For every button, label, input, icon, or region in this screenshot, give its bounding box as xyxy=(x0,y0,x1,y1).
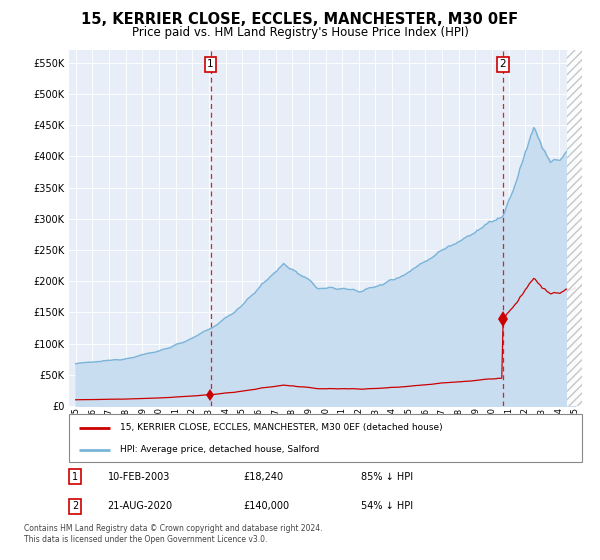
Text: 1: 1 xyxy=(72,472,78,482)
Text: 15, KERRIER CLOSE, ECCLES, MANCHESTER, M30 0EF: 15, KERRIER CLOSE, ECCLES, MANCHESTER, M… xyxy=(82,12,518,27)
Text: 2: 2 xyxy=(72,501,78,511)
Text: Contains HM Land Registry data © Crown copyright and database right 2024.: Contains HM Land Registry data © Crown c… xyxy=(24,524,323,533)
Text: 1: 1 xyxy=(207,59,214,69)
FancyBboxPatch shape xyxy=(69,414,582,462)
Text: £18,240: £18,240 xyxy=(244,472,284,482)
Text: 54% ↓ HPI: 54% ↓ HPI xyxy=(361,501,413,511)
Text: HPI: Average price, detached house, Salford: HPI: Average price, detached house, Salf… xyxy=(121,445,320,454)
Text: 2: 2 xyxy=(500,59,506,69)
Polygon shape xyxy=(567,50,582,406)
Text: 10-FEB-2003: 10-FEB-2003 xyxy=(107,472,170,482)
Text: This data is licensed under the Open Government Licence v3.0.: This data is licensed under the Open Gov… xyxy=(24,535,268,544)
Text: 21-AUG-2020: 21-AUG-2020 xyxy=(107,501,173,511)
Text: 15, KERRIER CLOSE, ECCLES, MANCHESTER, M30 0EF (detached house): 15, KERRIER CLOSE, ECCLES, MANCHESTER, M… xyxy=(121,423,443,432)
Text: 85% ↓ HPI: 85% ↓ HPI xyxy=(361,472,413,482)
Text: Price paid vs. HM Land Registry's House Price Index (HPI): Price paid vs. HM Land Registry's House … xyxy=(131,26,469,39)
Text: £140,000: £140,000 xyxy=(244,501,290,511)
